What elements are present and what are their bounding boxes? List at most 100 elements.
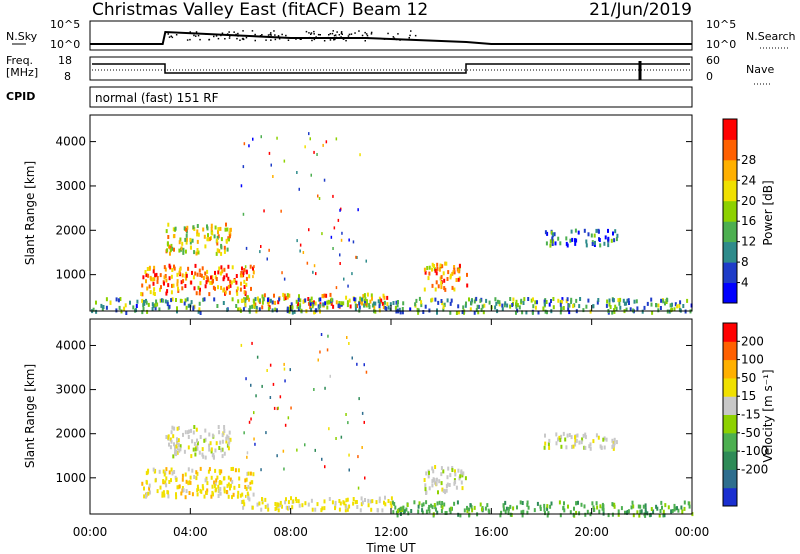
x-tick-label: 08:00	[273, 525, 308, 539]
heatmap-cell	[184, 274, 187, 278]
heatmap-cell	[453, 501, 456, 506]
heatmap-cell	[211, 231, 214, 236]
heatmap-cell	[557, 236, 560, 241]
heatmap-cell	[185, 479, 188, 484]
heatmap-cell	[516, 505, 518, 510]
heatmap-cell	[296, 304, 299, 309]
heatmap-cell	[206, 488, 209, 493]
heatmap-cell	[544, 511, 546, 516]
heatmap-cell	[673, 507, 676, 512]
heatmap-cell	[175, 495, 178, 500]
heatmap-cell	[348, 453, 350, 457]
heatmap-cell	[461, 310, 464, 315]
nsky-point	[345, 39, 347, 42]
nsky-point	[195, 31, 198, 33]
heatmap-cell	[299, 298, 302, 303]
heatmap-cell	[171, 425, 174, 430]
heatmap-cell	[185, 240, 188, 245]
heatmap-cell	[246, 455, 248, 459]
heatmap-cell	[446, 475, 449, 480]
heatmap-cell	[428, 265, 431, 270]
heatmap-cell	[273, 406, 276, 410]
heatmap-cell	[187, 481, 190, 486]
heatmap-cell	[161, 298, 164, 303]
heatmap-cell	[236, 494, 239, 499]
heatmap-cell	[440, 472, 443, 477]
heatmap-cell	[611, 444, 614, 449]
heatmap-cell	[314, 308, 317, 313]
heatmap-cell	[191, 492, 194, 497]
nsky-point	[319, 37, 321, 39]
heatmap-cell	[165, 483, 168, 488]
heatmap-cell	[457, 269, 460, 273]
heatmap-cell	[670, 509, 673, 514]
heatmap-cell	[222, 277, 225, 282]
heatmap-cell	[589, 309, 592, 314]
heatmap-cell	[180, 246, 183, 251]
nsky-point	[193, 34, 195, 37]
heatmap-cell	[248, 144, 250, 148]
heatmap-cell	[442, 469, 445, 474]
heatmap-cell	[260, 468, 262, 472]
colorbar-swatch	[723, 487, 737, 507]
heatmap-cell	[377, 299, 380, 304]
heatmap-cell	[154, 478, 157, 483]
heatmap-cell	[624, 510, 626, 515]
heatmap-cell	[464, 476, 467, 481]
heatmap-cell	[338, 301, 341, 305]
heatmap-cell	[330, 235, 333, 239]
heatmap-cell	[422, 502, 425, 507]
heatmap-cell	[567, 504, 569, 509]
heatmap-cell	[613, 504, 616, 509]
heatmap-cell	[678, 303, 681, 308]
nsearch-tick-bottom: 10^0	[706, 38, 736, 51]
heatmap-cell	[153, 287, 156, 292]
heatmap-cell	[445, 511, 448, 515]
heatmap-cell	[279, 395, 282, 399]
heatmap-cell	[576, 433, 579, 438]
heatmap-cell	[163, 275, 166, 280]
heatmap-cell	[295, 299, 298, 304]
colorbar-swatch	[723, 159, 737, 181]
heatmap-cell	[669, 303, 672, 308]
heatmap-cell	[174, 448, 177, 453]
heatmap-cell	[457, 512, 460, 517]
heatmap-cell	[664, 301, 666, 306]
heatmap-cell	[181, 488, 184, 493]
nsky-point	[313, 38, 316, 41]
heatmap-cell	[589, 446, 592, 451]
heatmap-cell	[181, 486, 184, 490]
nsky-point	[367, 36, 369, 39]
heatmap-cell	[434, 465, 437, 469]
heatmap-cell	[574, 228, 577, 233]
heatmap-cell	[187, 303, 190, 308]
heatmap-cell	[471, 508, 474, 513]
heatmap-cell	[321, 294, 324, 298]
heatmap-cell	[244, 265, 247, 269]
heatmap-cell	[410, 509, 413, 513]
heatmap-cell	[620, 506, 623, 511]
heatmap-cell	[223, 249, 226, 254]
heatmap-cell	[477, 304, 480, 309]
heatmap-cell	[437, 284, 440, 289]
heatmap-cell	[153, 265, 156, 270]
heatmap-cell	[187, 467, 190, 472]
heatmap-cell	[173, 470, 176, 474]
heatmap-cell	[176, 446, 179, 451]
heatmap-cell	[545, 300, 548, 304]
heatmap-cell	[207, 237, 210, 242]
heatmap-cell	[251, 304, 254, 309]
heatmap-cell	[594, 240, 596, 245]
heatmap-cell	[646, 511, 649, 516]
heatmap-cell	[443, 286, 446, 291]
heatmap-cell	[245, 246, 248, 250]
heatmap-cell	[211, 275, 214, 280]
nsky-point	[393, 37, 396, 39]
heatmap-cell	[337, 218, 340, 222]
heatmap-cell	[165, 291, 168, 296]
heatmap-cell	[420, 300, 423, 305]
colorbar-tick-label: 8	[741, 255, 749, 269]
heatmap-cell	[152, 291, 155, 296]
nsky-point	[397, 33, 399, 35]
